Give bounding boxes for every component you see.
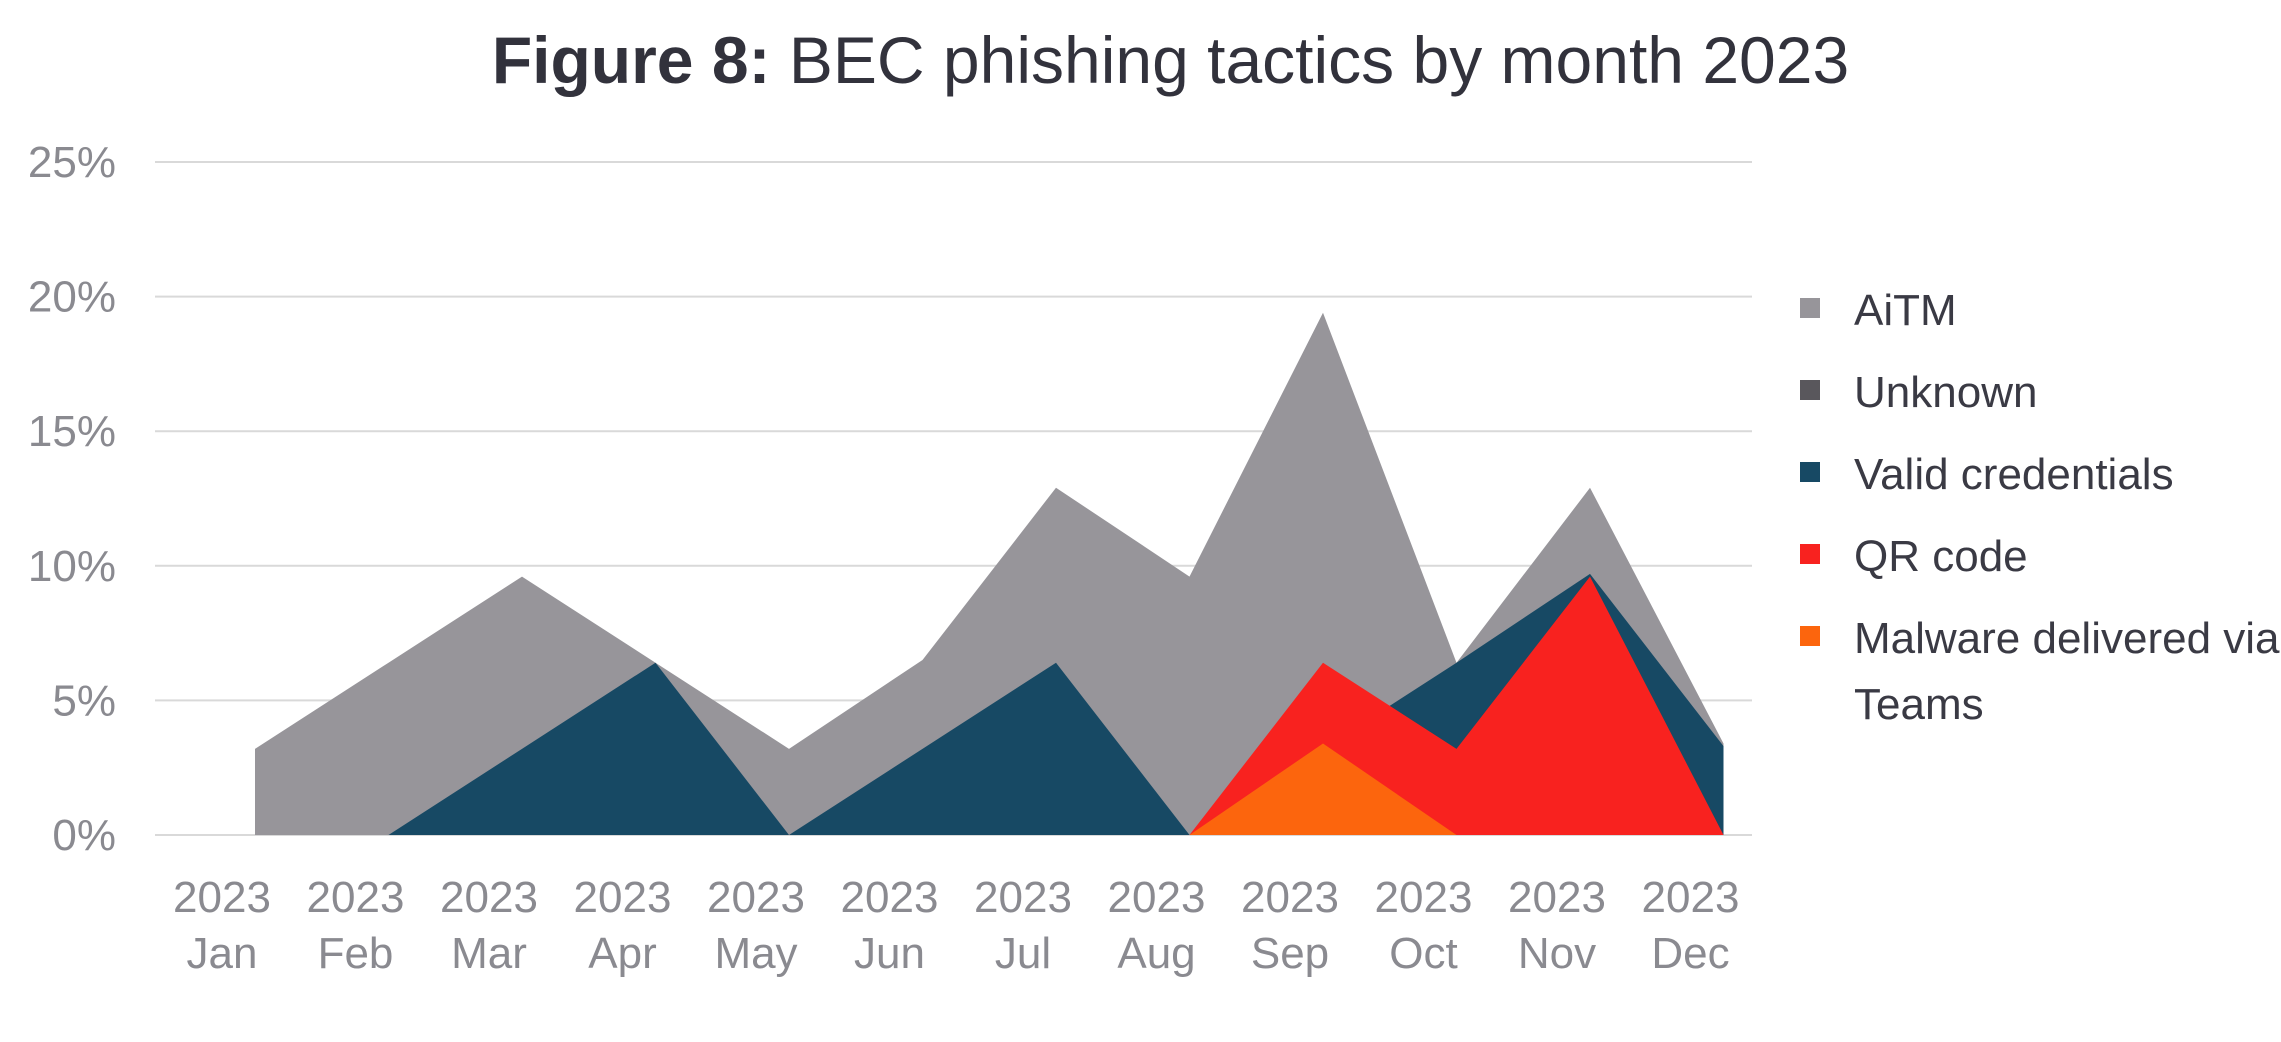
y-tick-label: 25% — [28, 138, 116, 187]
x-tick-label: 2023 Feb — [307, 873, 405, 978]
x-tick-label: 2023 Oct — [1375, 873, 1473, 978]
x-tick-label: 2023 Nov — [1508, 873, 1606, 978]
y-tick-label: 0% — [52, 811, 116, 860]
legend-swatch — [1800, 626, 1820, 646]
x-tick-label: 2023 May — [707, 873, 805, 978]
y-tick-label: 20% — [28, 273, 116, 322]
legend-label: Unknown — [1854, 368, 2038, 417]
x-axis-ticks: 2023 Jan 2023 Feb 2023 Mar 2023 Apr 2023 May 2023 J… — [173, 873, 1739, 978]
y-axis-ticks: 0% 5% 10% 15% 20% 25% — [28, 138, 116, 860]
legend-label: Malware delivered via Teams — [1854, 614, 2280, 729]
chart-title-rest: BEC phishing tactics by month 2023 — [788, 23, 1850, 97]
x-tick-label: 2023 Sep — [1241, 873, 1339, 978]
y-tick-label: 5% — [52, 676, 116, 725]
legend-label: QR code — [1854, 532, 2028, 581]
series-areas — [255, 312, 1724, 835]
x-tick-label: 2023 Jul — [974, 873, 1072, 978]
x-tick-label: 2023 Aug — [1108, 873, 1206, 978]
legend-label: Valid credentials — [1854, 450, 2174, 499]
series-area-malware-delivered-via-teams — [255, 743, 1724, 835]
x-tick-label: 2023 Jun — [841, 873, 939, 978]
y-tick-label: 15% — [28, 407, 116, 456]
legend-swatch — [1800, 462, 1820, 482]
y-tick-label: 10% — [28, 542, 116, 591]
chart-title: Figure 8: BEC phishing tactics by month … — [0, 22, 2281, 98]
legend-label: AiTM — [1854, 286, 1957, 335]
x-tick-label: 2023 Jan — [173, 873, 271, 978]
x-tick-label: 2023 Apr — [574, 873, 672, 978]
legend-swatch — [1800, 298, 1820, 318]
x-tick-label: 2023 Dec — [1642, 873, 1740, 978]
x-tick-label: 2023 Mar — [440, 873, 538, 978]
chart-title-bold: Figure 8: — [491, 23, 771, 97]
legend-swatch — [1800, 380, 1820, 400]
legend-swatch — [1800, 544, 1820, 564]
